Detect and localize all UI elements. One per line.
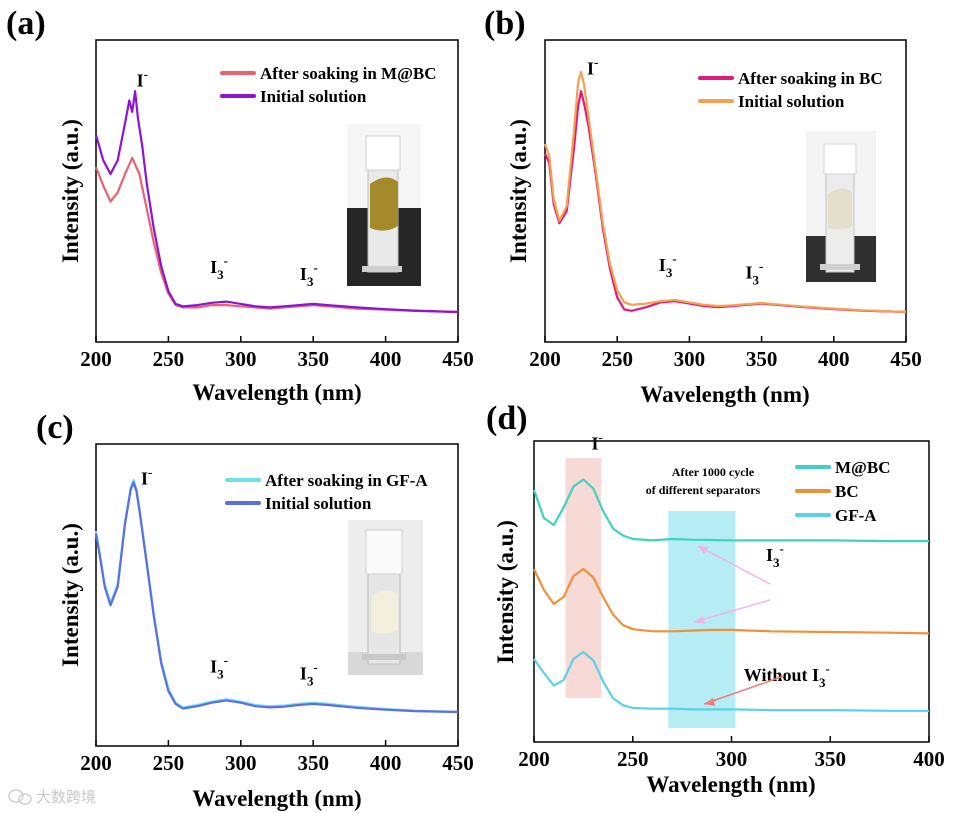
vial-photo [347, 124, 421, 286]
x-tick-label: 250 [153, 347, 185, 371]
series-line-2 [533, 650, 929, 712]
x-tick-label: 300 [225, 347, 257, 371]
series-line-0 [94, 156, 459, 314]
watermark: 大数跨境 [8, 788, 96, 806]
x-tick-label: 400 [370, 347, 402, 371]
legend-label-0: After soaking in M@BC [260, 64, 437, 83]
legend-label-1: Initial solution [265, 494, 372, 513]
legend: After soaking in BC Initial solution [698, 69, 883, 111]
panel-a: (a) 200 250 300 350 400 450 I- I3- I3- After so… [6, 5, 474, 405]
legend-label-1: Initial solution [260, 87, 367, 106]
plot-frame [544, 39, 907, 343]
x-axis-title: Wavelength (nm) [646, 772, 815, 797]
x-axis-title: Wavelength (nm) [192, 380, 361, 405]
peak-annotation: I3- [766, 541, 784, 570]
peak-annotation: I3- [210, 253, 228, 282]
x-tick-label: 250 [617, 747, 649, 771]
legend-label-2: GF-A [835, 506, 877, 525]
panel-b: (b) 200 250 300 350 400 450 I- I3- I3- After so… [484, 5, 922, 407]
subtitle-line-2: of different separators [646, 483, 761, 497]
plot-frame [95, 443, 459, 747]
x-tick-label: 250 [601, 347, 633, 371]
x-tick-label: 450 [442, 347, 474, 371]
x-tick-label: 200 [80, 751, 112, 775]
x-tick-label: 450 [890, 347, 922, 371]
panel-label-b: (b) [484, 5, 526, 42]
plot-frame [95, 39, 459, 343]
legend: After soaking in M@BC Initial solution [220, 64, 437, 106]
arrow-i3-mbc [697, 545, 771, 585]
series-line-1 [94, 90, 459, 314]
panel-d: (d) 200 250 300 350 400 After 1000 cycle of … [486, 400, 945, 797]
x-tick-label: 250 [153, 751, 185, 775]
y-axis-title: Intensity (a.u.) [58, 523, 83, 667]
panel-label-c: (c) [36, 409, 74, 446]
y-axis-title: Intensity (a.u.) [58, 119, 83, 263]
series-line-1 [543, 70, 907, 314]
peak-annotation: I3- [659, 251, 677, 280]
x-tick-label: 350 [815, 747, 847, 771]
panel-c: (c) 200 250 300 350 400 450 I- I3- I3- After so… [36, 409, 474, 811]
x-tick-label: 450 [442, 751, 474, 775]
y-axis-title: Intensity (a.u.) [506, 119, 531, 263]
series-line-0 [532, 478, 929, 543]
peak-annotation: I- [141, 465, 152, 489]
arrow-head [698, 546, 709, 554]
x-tick-label: 300 [225, 751, 257, 775]
legend-label-1: Initial solution [738, 92, 845, 111]
peak-annotation: I3- [210, 653, 228, 682]
peak-annotation: I3- [300, 660, 318, 689]
x-tick-label: 400 [370, 751, 402, 775]
x-axis-title: Wavelength (nm) [192, 786, 361, 811]
legend-label-0: M@BC [835, 458, 890, 477]
arrows [693, 545, 785, 706]
legend-label-0: After soaking in GF-A [265, 471, 428, 490]
panel-label-d: (d) [486, 400, 528, 437]
x-tick-label: 200 [529, 347, 561, 371]
x-tick-label: 300 [674, 347, 706, 371]
peak-annotation: I3- [745, 258, 763, 287]
arrow-head [704, 698, 715, 706]
vial-photo [348, 520, 423, 675]
legend: M@BC BC GF-A [795, 458, 890, 525]
watermark-text: 大数跨境 [36, 788, 96, 806]
y-axis-title: Intensity (a.u.) [493, 520, 518, 664]
arrow-i3-bc [693, 599, 771, 623]
peak-annotation: I- [587, 54, 598, 78]
x-tick-label: 400 [913, 747, 945, 771]
panel-label-a: (a) [6, 5, 46, 42]
x-tick-label: 350 [297, 751, 329, 775]
peak-annotation: I- [137, 67, 148, 91]
series-line-1 [94, 481, 459, 714]
x-tick-label: 400 [818, 347, 850, 371]
x-axis-title: Wavelength (nm) [640, 382, 809, 407]
legend: After soaking in GF-A Initial solution [225, 471, 428, 513]
arrow-head [694, 616, 705, 624]
x-tick-label: 300 [716, 747, 748, 771]
wechat-bubble-icon [8, 789, 32, 805]
legend-label-1: BC [835, 482, 859, 501]
arrow-without-i3 [703, 675, 785, 705]
peak-annotation: I3- [300, 260, 318, 289]
series-line-1 [533, 567, 930, 635]
x-tick-label: 350 [746, 347, 778, 371]
subtitle-line-1: After 1000 cycle [672, 465, 755, 479]
legend-label-0: After soaking in BC [738, 69, 883, 88]
x-tick-label: 200 [80, 347, 112, 371]
peak-annotation: I- [592, 430, 603, 454]
vial-photo [806, 131, 876, 282]
x-tick-label: 350 [297, 347, 329, 371]
peak-annotation: Without I3- [744, 661, 830, 690]
x-tick-label: 200 [518, 747, 550, 771]
